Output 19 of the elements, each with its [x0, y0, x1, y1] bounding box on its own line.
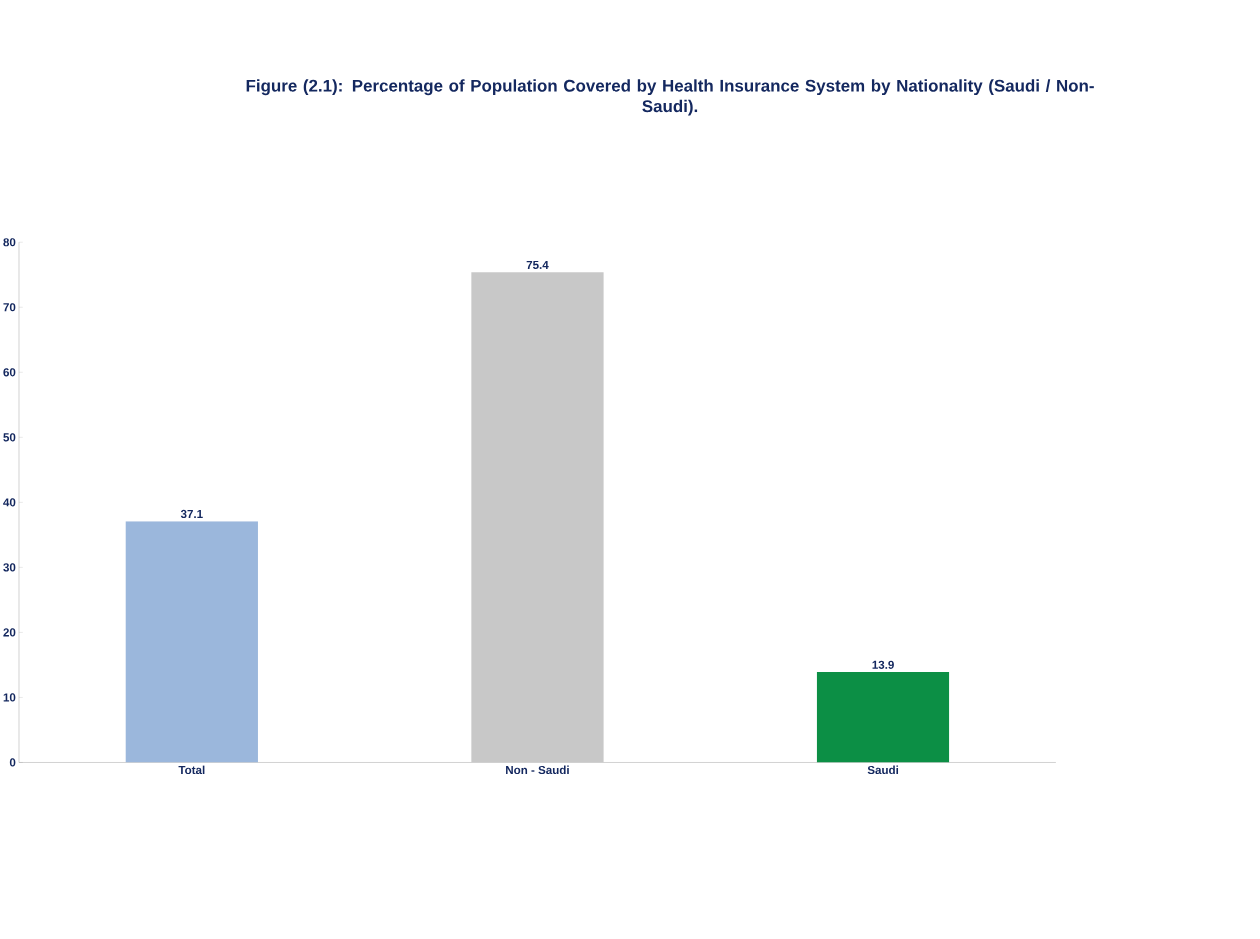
y-tick-label: 40: [3, 498, 16, 507]
chart-title: Figure (2.1): Percentage of Population Covered by Health Insurance System by Nationality (Saudi / Non-Saudi).: [246, 79, 1094, 116]
y-tick-label: 70: [3, 302, 16, 312]
x-tick-label: Non - Saudi: [506, 765, 569, 774]
bar: [125, 520, 258, 763]
y-tick-label: 0: [9, 758, 16, 767]
y-tick-label: 20: [3, 628, 16, 637]
y-tick-label: 30: [3, 563, 16, 572]
y-tick-label: 50: [3, 432, 16, 442]
y-tick-label: 80: [3, 237, 16, 247]
data-label: 75.4: [526, 260, 549, 269]
data-label: 13.9: [872, 660, 894, 669]
bar: [816, 671, 950, 763]
data-label: 37.1: [180, 509, 203, 518]
x-tick-label: Saudi: [867, 765, 899, 774]
y-tick-label: 10: [3, 693, 16, 702]
y-tick-label: 60: [3, 367, 16, 377]
x-tick-label: Total: [178, 765, 205, 774]
bar: [471, 271, 604, 763]
